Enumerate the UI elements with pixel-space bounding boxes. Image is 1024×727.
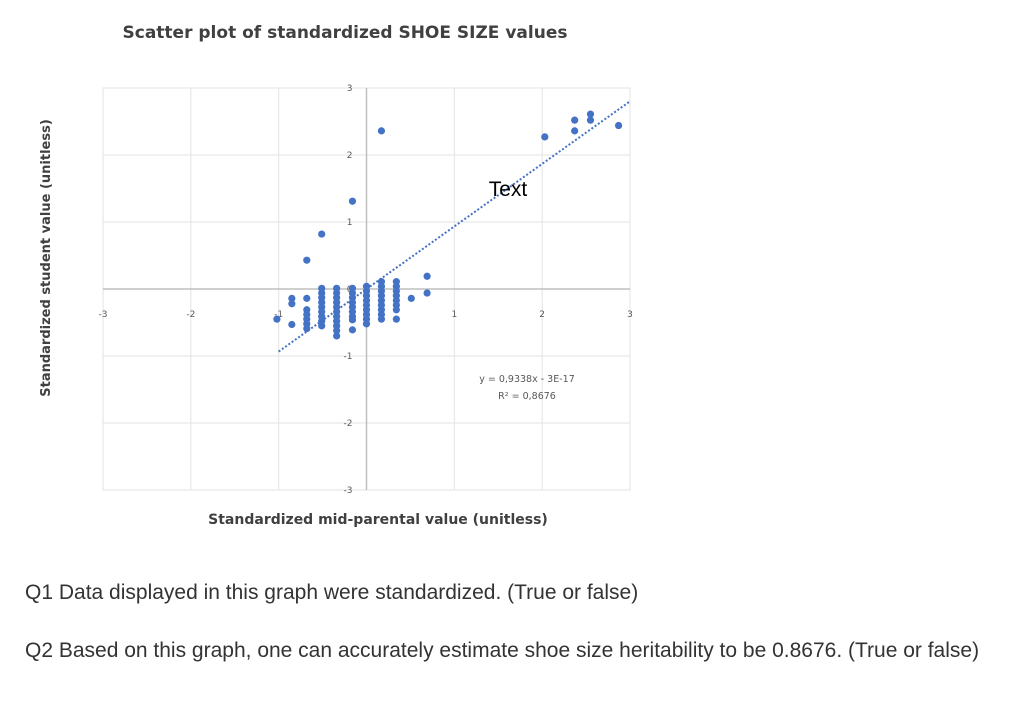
y-tick-label: -3 [344, 486, 353, 496]
data-point [348, 316, 357, 324]
trendline-equation: y = 0,9338x - 3E-17 [479, 374, 575, 385]
data-point [288, 320, 296, 329]
data-points [273, 110, 623, 340]
data-point [392, 315, 400, 323]
data-point [423, 272, 431, 280]
x-tick-label: -3 [99, 310, 108, 320]
y-tick-label: -2 [344, 419, 353, 429]
data-point [273, 315, 281, 323]
data-point [318, 322, 326, 330]
data-point [333, 332, 341, 340]
data-point [303, 294, 311, 302]
y-tick-label: -1 [344, 352, 353, 362]
data-point [614, 121, 623, 130]
y-tick-label: 2 [347, 151, 353, 161]
data-point [541, 133, 549, 141]
annotation-text: Text [489, 178, 528, 201]
data-point [586, 116, 595, 124]
chart-title: Scatter plot of standardized SHOE SIZE v… [123, 23, 568, 43]
x-tick-label: -1 [274, 310, 283, 320]
data-point [318, 230, 326, 238]
r-squared-label: R² = 0,8676 [498, 391, 556, 402]
question-1: Q1 Data displayed in this graph were sta… [25, 581, 639, 604]
x-tick-label: 2 [539, 310, 545, 320]
data-point [303, 256, 311, 264]
data-point [423, 289, 431, 297]
data-point [288, 300, 296, 308]
x-axis-label: Standardized mid-parental value (unitles… [208, 512, 548, 528]
data-point [392, 306, 400, 314]
data-point [377, 315, 386, 323]
data-point [377, 127, 386, 135]
x-tick-label: 1 [451, 310, 457, 320]
data-point [586, 110, 595, 118]
scatter-chart: Scatter plot of standardized SHOE SIZE v… [39, 23, 633, 528]
y-axis-label: Standardized student value (unitless) [39, 119, 54, 397]
data-point [571, 116, 579, 124]
data-point [362, 320, 371, 328]
data-point [348, 197, 357, 205]
data-point [333, 326, 341, 335]
x-tick-label: 3 [627, 310, 633, 320]
data-point [571, 127, 579, 135]
y-tick-label: 1 [347, 218, 353, 228]
question-2: Q2 Based on this graph, one can accurate… [25, 639, 980, 662]
data-point [288, 294, 296, 302]
data-point [348, 326, 357, 334]
x-tick-label: -2 [186, 310, 195, 320]
y-tick-label: 3 [347, 84, 353, 94]
data-point [303, 324, 311, 333]
data-point [407, 294, 415, 302]
